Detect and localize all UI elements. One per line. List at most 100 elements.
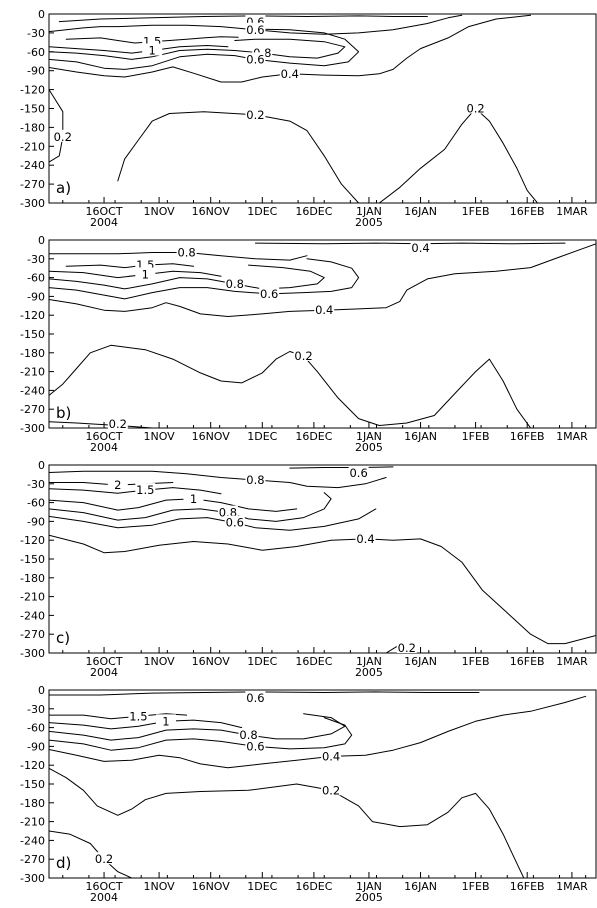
contour-line [254,242,566,245]
y-tick-label: -30 [27,478,45,491]
contour-label-bg [355,531,376,544]
contour-label: 0.2 [109,417,127,431]
contour-line [117,111,360,203]
contour-label: 0.4 [411,241,429,255]
y-tick-label: -60 [27,497,45,510]
x-tick-label: 1FEB [462,880,490,893]
contour-label-bg [279,66,300,79]
x-year-label: 2005 [355,216,383,229]
contour-line [49,695,587,769]
x-tick-label: 1JAN [356,430,382,443]
contour-label: 0.6 [246,691,264,705]
contour-line [49,713,188,720]
x-tick-label: 1NOV [143,655,175,668]
contour-label-bg [183,491,204,504]
x-tick-label: 1DEC [247,205,277,218]
contour-line [49,264,325,290]
y-tick-label: -180 [20,121,45,134]
x-tick-label: 16NOV [192,880,231,893]
x-year-label: 2004 [90,441,118,454]
x-tick-label: 16JAN [404,205,437,218]
contour-label-bg [245,107,266,120]
contour-label: 0.2 [294,349,312,363]
contour-label: 0.4 [281,67,299,81]
x-tick-label: 1DEC [247,880,277,893]
x-tick-label: 1DEC [247,655,277,668]
y-tick-label: -30 [27,27,45,40]
x-tick-label: 1MAR [556,430,588,443]
contour-label-bg [176,245,197,258]
contour-label-bg [245,22,266,35]
contour-label: 1 [162,714,169,728]
contour-line [49,717,353,751]
contour-line [289,466,394,469]
contour-label-bg [107,478,128,491]
contour-label: 0.6 [226,516,244,530]
contour-label: 0.6 [260,287,278,301]
contour-label: 1 [149,44,156,58]
y-tick-label: -240 [20,159,45,172]
contour-line [49,498,298,512]
x-tick-label: 16DEC [295,430,332,443]
y-tick-label: -60 [27,722,45,735]
contour-line [49,421,153,428]
x-tick-label: 16DEC [295,205,332,218]
contour-label-bg [135,258,156,271]
contour-label-bg [321,749,342,762]
x-tick-label: 16OCT [86,880,123,893]
y-tick-label: -30 [27,703,45,716]
y-tick-label: -270 [20,853,45,866]
x-tick-label: 16FEB [510,430,545,443]
panel-3: 0 -30 -60 -90 -120 -150 -180 -210 -240 -270 -300 16… [20,459,597,679]
contour-line [378,108,538,203]
y-tick-label: -60 [27,272,45,285]
plot-frame [48,464,597,654]
panel-label: b) [56,404,71,422]
panel-4: 0 -30 -60 -90 -120 -150 -180 -210 -240 -270 -300 16… [20,684,597,904]
contour-label-bg [245,691,266,703]
contour-label: 0.6 [246,52,264,66]
y-tick-label: -210 [20,140,45,153]
contour-line [49,270,222,279]
x-tick-label: 1MAR [556,205,588,218]
y-tick-label: -210 [20,366,45,379]
x-year-label: 2005 [355,441,383,454]
contour-label-bg [224,515,245,528]
contour-line [49,767,525,878]
x-tick-label: 16OCT [86,430,123,443]
x-tick-label: 16DEC [295,655,332,668]
x-year-label: 2004 [90,666,118,679]
contour-line [49,14,463,35]
contour-label: 1.5 [129,709,147,723]
panel-label: c) [56,629,70,647]
contour-label: 0.2 [54,130,72,144]
y-tick-label: -300 [20,197,45,210]
contour-label-bg [155,714,176,727]
x-tick-label: 16NOV [192,205,231,218]
contour-label-bg [224,276,245,289]
y-tick-label: -300 [20,647,45,660]
x-tick-label: 1FEB [462,655,490,668]
x-tick-label: 1NOV [143,880,175,893]
y-tick-label: 0 [38,684,45,697]
y-tick-label: -180 [20,797,45,810]
contour-label-bg [259,286,280,299]
x-tick-label: 16OCT [86,205,123,218]
x-tick-label: 1MAR [556,880,588,893]
contour-group [49,242,596,428]
panel-label: a) [56,179,71,197]
y-tick-label: -270 [20,403,45,416]
x-tick-label: 16FEB [510,880,545,893]
contour-line [49,508,377,531]
x-tick-label: 16FEB [510,655,545,668]
y-tick-label: -150 [20,553,45,566]
x-tick-label: 16NOV [192,430,231,443]
panel-label: d) [56,854,71,872]
contour-label: 0.4 [322,749,340,763]
contour-label-bg [52,129,73,142]
y-tick-label: -150 [20,328,45,341]
contour-line [49,470,387,489]
contour-line [49,344,532,428]
x-year-label: 2004 [90,216,118,229]
